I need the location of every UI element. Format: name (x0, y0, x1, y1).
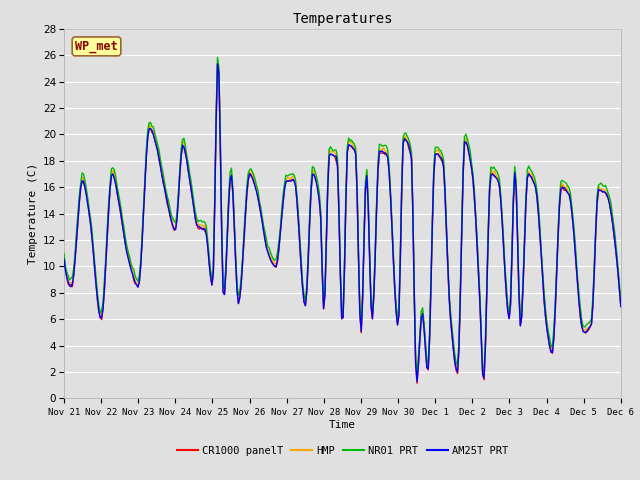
Title: Temperatures: Temperatures (292, 12, 393, 26)
Text: WP_met: WP_met (75, 40, 118, 53)
X-axis label: Time: Time (329, 420, 356, 430)
Legend: CR1000 panelT, HMP, NR01 PRT, AM25T PRT: CR1000 panelT, HMP, NR01 PRT, AM25T PRT (173, 442, 512, 460)
Y-axis label: Temperature (C): Temperature (C) (28, 163, 38, 264)
